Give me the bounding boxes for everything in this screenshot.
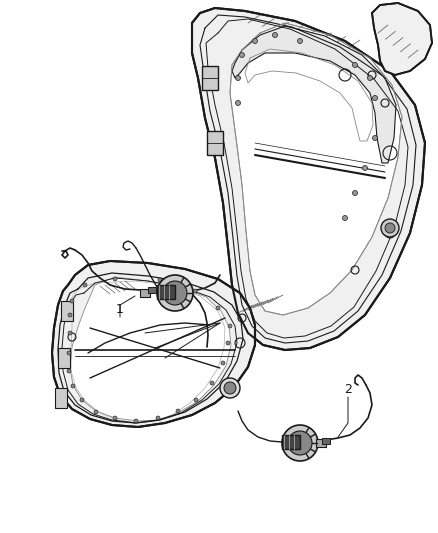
Text: 1: 1 bbox=[116, 303, 124, 316]
Circle shape bbox=[113, 416, 117, 420]
FancyBboxPatch shape bbox=[55, 388, 67, 408]
Polygon shape bbox=[70, 277, 231, 421]
Circle shape bbox=[68, 313, 72, 317]
FancyBboxPatch shape bbox=[140, 289, 150, 297]
Circle shape bbox=[297, 38, 303, 44]
Circle shape bbox=[226, 341, 230, 345]
Circle shape bbox=[272, 33, 278, 37]
Circle shape bbox=[372, 135, 378, 141]
Circle shape bbox=[216, 306, 220, 310]
Circle shape bbox=[367, 76, 372, 80]
FancyBboxPatch shape bbox=[58, 348, 70, 368]
Circle shape bbox=[176, 409, 180, 413]
Circle shape bbox=[210, 381, 214, 385]
FancyBboxPatch shape bbox=[282, 435, 300, 449]
Circle shape bbox=[282, 425, 318, 461]
Circle shape bbox=[68, 331, 72, 335]
Circle shape bbox=[80, 398, 84, 402]
Circle shape bbox=[381, 219, 399, 237]
Circle shape bbox=[163, 281, 187, 305]
Circle shape bbox=[220, 378, 240, 398]
Circle shape bbox=[236, 101, 240, 106]
Circle shape bbox=[94, 410, 98, 414]
FancyBboxPatch shape bbox=[202, 66, 218, 90]
Circle shape bbox=[343, 215, 347, 221]
Circle shape bbox=[158, 278, 162, 282]
Circle shape bbox=[157, 275, 193, 311]
FancyBboxPatch shape bbox=[61, 301, 73, 321]
FancyBboxPatch shape bbox=[322, 438, 330, 444]
FancyBboxPatch shape bbox=[157, 285, 175, 299]
Circle shape bbox=[385, 223, 395, 233]
Circle shape bbox=[236, 76, 240, 80]
Circle shape bbox=[372, 95, 378, 101]
Circle shape bbox=[67, 369, 71, 373]
Polygon shape bbox=[192, 8, 425, 350]
Circle shape bbox=[240, 52, 244, 58]
Circle shape bbox=[70, 299, 74, 303]
Circle shape bbox=[363, 166, 367, 171]
Circle shape bbox=[288, 431, 312, 455]
Circle shape bbox=[193, 289, 197, 293]
Circle shape bbox=[71, 384, 75, 388]
Circle shape bbox=[134, 419, 138, 423]
Circle shape bbox=[67, 351, 71, 355]
Circle shape bbox=[353, 190, 357, 196]
FancyBboxPatch shape bbox=[207, 131, 223, 155]
Circle shape bbox=[252, 38, 258, 44]
FancyBboxPatch shape bbox=[148, 287, 156, 293]
Polygon shape bbox=[230, 23, 402, 315]
Circle shape bbox=[228, 324, 232, 328]
Circle shape bbox=[83, 283, 87, 287]
Circle shape bbox=[156, 416, 160, 420]
Circle shape bbox=[194, 398, 198, 402]
Circle shape bbox=[221, 361, 225, 365]
FancyBboxPatch shape bbox=[316, 439, 326, 447]
Circle shape bbox=[224, 382, 236, 394]
Circle shape bbox=[113, 277, 117, 281]
Text: 2: 2 bbox=[344, 383, 352, 396]
Polygon shape bbox=[52, 261, 255, 427]
Polygon shape bbox=[232, 26, 396, 163]
Circle shape bbox=[353, 62, 357, 68]
Polygon shape bbox=[372, 3, 432, 75]
